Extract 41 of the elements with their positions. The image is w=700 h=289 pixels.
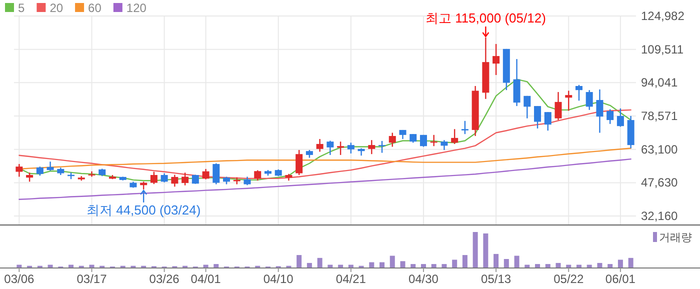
y-tick-label: 78,571 [641,109,678,124]
y-tick-label: 109,511 [641,42,684,56]
bar [494,254,499,268]
bar [369,262,374,268]
bar [514,256,520,268]
x-tick-label: 03/17 [76,272,108,286]
y-tick-label: 63,100 [641,142,678,156]
bar [400,261,406,268]
legend-label: 거래량 [659,232,692,244]
x-tick-label: 03/06 [4,272,35,286]
legend: 거래량 [653,232,692,244]
bar [390,256,395,268]
x-tick-label: 06/01 [605,272,636,286]
y-tick-label: 32,160 [641,209,678,224]
bar [452,260,458,268]
bar [472,232,478,268]
bar [317,258,322,268]
x-tick-label: 03/26 [149,272,180,286]
legend-label: 20 [50,1,64,15]
x-tick-label: 04/10 [263,272,294,286]
bar [462,255,468,268]
annotation: 최저 44,500 (03/24) [86,202,201,218]
x-tick-label: 05/22 [554,272,584,286]
x-tick-label: 04/21 [336,272,366,286]
legend-label: 120 [126,1,147,15]
bar [628,258,634,268]
y-tick-label: 124,982 [641,9,685,23]
annotation: 최고 115,000 (05/12) [425,10,546,26]
line-series [18,158,632,200]
bar [483,233,488,268]
x-tick-label: 05/13 [481,272,512,286]
bar [296,255,302,268]
x-tick-label: 04/01 [190,272,222,286]
bar [618,260,623,268]
bar [380,262,385,268]
bar [504,259,509,268]
legend-label: 60 [88,1,102,15]
y-tick-label: 47,630 [641,176,678,190]
legend-label: 5 [18,1,25,15]
y-tick-label: 94,041 [641,76,678,90]
x-tick-label: 04/30 [408,272,439,286]
